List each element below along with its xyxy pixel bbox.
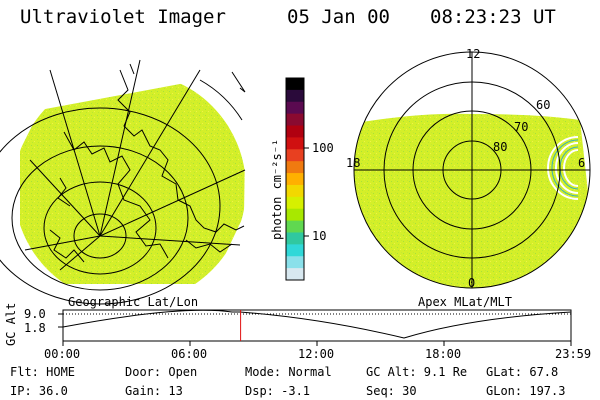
colorbar-stripe xyxy=(286,89,304,103)
colorbar xyxy=(285,77,309,281)
colorbar-stripe xyxy=(286,244,304,257)
lat-lon-grid xyxy=(0,59,246,305)
info-glat: GLat: 67.8 xyxy=(486,365,559,379)
colorbar-unit-label: photon cm⁻²s⁻¹ xyxy=(270,138,284,240)
timeline-xtick-0000: 00:00 xyxy=(44,347,81,361)
mlat-label-80: 80 xyxy=(493,140,508,154)
timeline-ytick-9: 9.0 xyxy=(24,307,46,321)
info-seq: Seq: 30 xyxy=(366,384,417,398)
colorbar-stripe xyxy=(286,113,304,127)
apex-map xyxy=(353,51,591,289)
colorbar-stripe xyxy=(286,101,304,115)
time-display: 08:23:23 UT xyxy=(430,6,556,28)
timeline-xtick-0600: 06:00 xyxy=(171,347,208,361)
colorbar-tick-10: 10 xyxy=(312,229,327,243)
geographic-map xyxy=(0,59,246,305)
colorbar-stripe xyxy=(286,232,304,245)
colorbar-stripe xyxy=(286,125,304,138)
info-glon: GLon: 197.3 xyxy=(486,384,566,398)
info-gc-alt: GC Alt: 9.1 Re xyxy=(366,365,468,379)
right-map-caption: Apex MLat/MLT xyxy=(418,295,512,309)
timeline-xtick-1200: 12:00 xyxy=(298,347,335,361)
app-title: Ultraviolet Imager xyxy=(20,6,226,28)
info-flt: Flt: HOME xyxy=(10,365,76,379)
mlat-label-70: 70 xyxy=(514,120,529,134)
colorbar-stripe xyxy=(286,196,304,210)
info-gain: Gain: 13 xyxy=(125,384,183,398)
colorbar-stripe xyxy=(286,173,304,186)
colorbar-stripe xyxy=(286,137,304,150)
colorbar-stripe xyxy=(286,149,304,162)
info-mode: Mode: Normal xyxy=(245,365,332,379)
timeline-xtick-1800: 18:00 xyxy=(425,347,462,361)
orbit-timeline xyxy=(58,309,572,346)
info-door: Door: Open xyxy=(125,365,198,379)
colorbar-stripe xyxy=(286,256,304,269)
colorbar-stripe xyxy=(286,78,304,91)
coastlines xyxy=(49,63,245,263)
mlt-label-0: 0 xyxy=(468,276,476,290)
colorbar-stripe xyxy=(286,268,304,281)
colorbar-stripe xyxy=(286,208,304,222)
mlat-label-60: 60 xyxy=(536,98,551,112)
mlt-label-6: 6 xyxy=(578,156,586,170)
timeline-xtick-2359: 23:59 xyxy=(555,347,592,361)
colorbar-stripe xyxy=(286,184,304,198)
colorbar-stripe xyxy=(286,161,304,174)
date-display: 05 Jan 00 xyxy=(287,6,390,28)
colorbar-stripe xyxy=(286,220,304,233)
info-dsp: Dsp: -3.1 xyxy=(245,384,311,398)
timeline-ytick-1-8: 1.8 xyxy=(24,321,46,335)
left-map-caption: Geographic Lat/Lon xyxy=(68,295,199,309)
mlt-label-18: 18 xyxy=(346,156,361,170)
colorbar-tick-100: 100 xyxy=(312,141,334,155)
info-ip: IP: 36.0 xyxy=(10,384,68,398)
mlt-label-12: 12 xyxy=(466,47,481,61)
right-emission-fill xyxy=(354,113,590,288)
altitude-curve xyxy=(62,309,572,339)
timeline-axis-label: GC Alt xyxy=(4,302,18,346)
